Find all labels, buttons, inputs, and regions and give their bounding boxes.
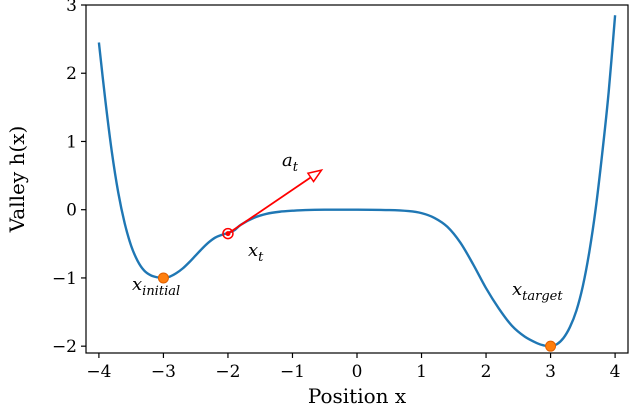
annotation-initial-sub: initial bbox=[142, 284, 180, 299]
action-arrow-shaft bbox=[227, 176, 312, 235]
x-axis-label: Position x bbox=[308, 384, 407, 408]
x-tick-label: 2 bbox=[481, 362, 492, 382]
annotation-target-base: x bbox=[512, 279, 522, 300]
curve-layer bbox=[97, 15, 617, 348]
initial-point-marker bbox=[157, 272, 169, 284]
action-arrow-head bbox=[306, 168, 324, 183]
annotation-action-base: a bbox=[282, 150, 293, 171]
y-tick-label: 2 bbox=[66, 64, 77, 84]
y-axis-label-text: Valley h(x) bbox=[5, 126, 29, 234]
valley-curve bbox=[97, 15, 617, 348]
x-axis-label-text: Position x bbox=[308, 384, 407, 408]
y-tick-label: 3 bbox=[66, 0, 77, 16]
y-tick-label: 0 bbox=[66, 201, 77, 221]
annotation-target: xtarget bbox=[512, 279, 563, 304]
x-tick-label: 1 bbox=[416, 362, 427, 382]
current-point-dot bbox=[225, 231, 231, 237]
annotation-initial: xinitial bbox=[132, 274, 180, 299]
x-tick-label: 4 bbox=[610, 362, 621, 382]
plot-frame bbox=[85, 4, 629, 354]
current-point-marker bbox=[222, 227, 234, 240]
y-axis-label: Valley h(x) bbox=[5, 126, 29, 234]
annotation-current-sub: t bbox=[258, 250, 264, 265]
y-tick-label: −1 bbox=[52, 269, 77, 289]
annotation-initial-base: x bbox=[132, 274, 142, 295]
x-tick-label: 0 bbox=[352, 362, 363, 382]
annotation-action: at bbox=[282, 150, 299, 175]
annotation-target-sub: target bbox=[522, 289, 563, 304]
tick-layer: −4 −3 −2 −1 0 1 2 3 4 −2 −1 0 1 2 3 bbox=[52, 0, 621, 382]
y-tick-label: 1 bbox=[66, 132, 77, 152]
x-tick-label: −3 bbox=[151, 362, 176, 382]
annotation-current: xt bbox=[248, 240, 264, 265]
annotation-current-base: x bbox=[248, 240, 258, 261]
target-point-marker bbox=[545, 340, 557, 352]
x-tick-label: −2 bbox=[215, 362, 240, 382]
y-tick-label: −2 bbox=[52, 337, 77, 357]
x-tick-label: 3 bbox=[545, 362, 556, 382]
marker-layer bbox=[157, 168, 557, 352]
x-tick-label: −1 bbox=[280, 362, 305, 382]
x-tick-label: −4 bbox=[86, 362, 111, 382]
annotation-action-sub: t bbox=[293, 160, 299, 175]
